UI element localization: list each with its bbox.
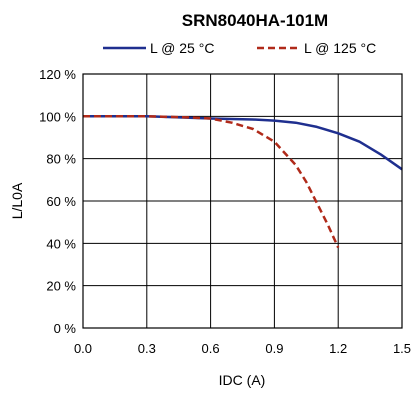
y-tick-label: 120 % (39, 67, 76, 82)
plot-frame (82, 73, 403, 329)
series-line-1 (83, 115, 340, 249)
y-tick-label: 0 % (54, 321, 77, 336)
legend-label-25c: L @ 25 °C (150, 40, 214, 56)
y-tick-label: 40 % (46, 236, 76, 251)
x-tick-label: 1.2 (329, 341, 347, 356)
x-tick-label: 0.0 (74, 341, 92, 356)
x-tick-label: 1.5 (393, 341, 411, 356)
chart-title: SRN8040HA-101M (182, 11, 328, 30)
x-tick-label: 0.3 (138, 341, 156, 356)
y-tick-labels: 0 % 20 % 40 % 60 % 80 % 100 % 120 % (39, 67, 76, 336)
y-tick-label: 80 % (46, 152, 76, 167)
series (83, 115, 403, 249)
y-tick-label: 100 % (39, 109, 76, 124)
y-tick-label: 20 % (46, 279, 76, 294)
grid (82, 73, 403, 329)
series-line-0 (83, 115, 403, 171)
legend: L @ 25 °C L @ 125 °C (103, 40, 376, 56)
y-tick-label: 60 % (46, 194, 76, 209)
legend-label-125c: L @ 125 °C (304, 40, 376, 56)
y-axis-label: L/L0A (9, 182, 25, 219)
x-tick-label: 0.6 (202, 341, 220, 356)
x-tick-label: 0.9 (265, 341, 283, 356)
x-axis-label: IDC (A) (219, 372, 266, 388)
x-tick-labels: 0.0 0.3 0.6 0.9 1.2 1.5 (74, 341, 411, 356)
